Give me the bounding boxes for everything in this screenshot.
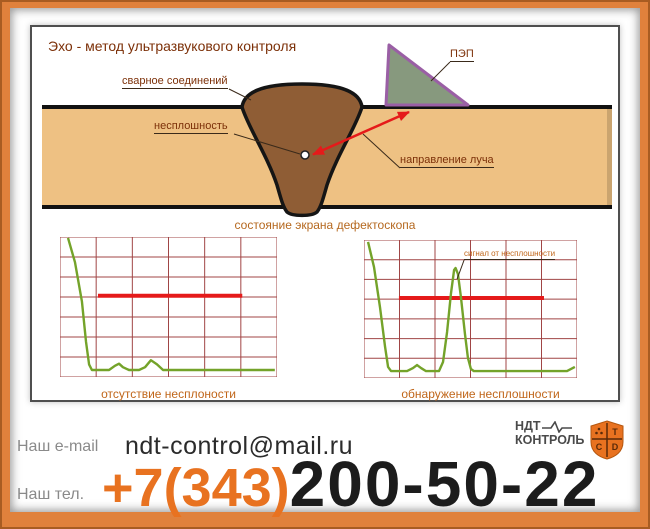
phone-main: 200-50-22 (289, 448, 600, 520)
panel-title: Эхо - метод ультразвукового контроля (48, 38, 297, 54)
probe-triangle (384, 43, 470, 107)
defect-label: несплошность (154, 120, 228, 135)
diagram-panel: Эхо - метод ультразвукового контроля сва… (30, 25, 620, 402)
logo-name: НДТ (515, 419, 541, 433)
signal-trace (368, 242, 575, 371)
plate-right-shade (607, 107, 612, 207)
email-label: Наш e-mail (17, 438, 99, 455)
scope-screen-svg (60, 237, 277, 377)
caption-no-defect: отсутствие несплоности (101, 387, 236, 401)
scope-screen-svg (364, 240, 577, 378)
defect-dot (300, 150, 310, 160)
caption-defect: обнаружение несплошности (401, 387, 560, 401)
phone-number: +7(343) 200-50-22 (102, 452, 599, 516)
defect-label-leader (233, 133, 301, 155)
annotation-leader (457, 260, 464, 279)
scope-chart-no-defect (60, 237, 277, 377)
svg-text:Т: Т (613, 427, 619, 437)
screens-heading: состояние экрана дефектоскопа (234, 218, 416, 232)
content-area: Эхо - метод ультразвукового контроля сва… (10, 8, 640, 516)
beam-arrow (312, 110, 410, 156)
probe-label: ПЭП (450, 48, 474, 63)
scope-chart-defect (364, 240, 577, 378)
phone-label: Наш тел. (17, 486, 85, 503)
email-address: ndt-control@mail.ru (125, 432, 354, 460)
beam-label: направление луча (400, 154, 494, 169)
probe-label-leader (430, 61, 451, 82)
phone-prefix: +7(343) (102, 458, 290, 518)
weld-label-leader (228, 88, 252, 101)
company-logo: НДТ КОНТРОЛЬ Т С D (515, 419, 624, 460)
svg-text:С: С (596, 442, 603, 452)
signal-annotation: сигнал от несплошности (464, 249, 556, 260)
logo-subname: КОНТРОЛЬ (515, 432, 585, 447)
weld-diagram (42, 43, 612, 218)
pulse-wave-icon (541, 420, 572, 433)
shield-icon: Т С D (590, 420, 624, 460)
weld-label: сварное соединений (122, 75, 228, 90)
logo-text: НДТ КОНТРОЛЬ (515, 419, 585, 448)
signal-trace (68, 238, 275, 370)
svg-text:D: D (612, 442, 619, 452)
